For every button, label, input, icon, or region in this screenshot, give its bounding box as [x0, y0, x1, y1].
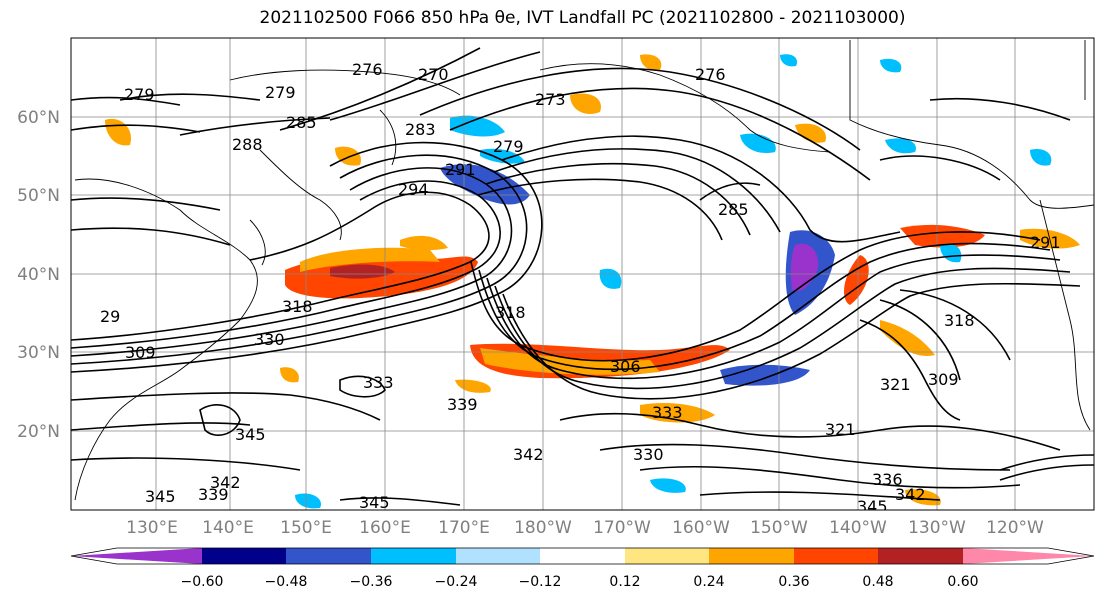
lon-label: 150°W — [750, 518, 808, 538]
colorbar-tick-labels: −0.60 −0.48 −0.36 −0.24 −0.12 0.12 0.24 … — [181, 574, 979, 590]
contour-label: 318 — [495, 303, 526, 322]
contour-label: 330 — [254, 330, 285, 349]
contour-label: 270 — [418, 65, 449, 84]
map-title: 2021102500 F066 850 hPa θe, IVT Landfall… — [259, 8, 906, 28]
contour-label: 273 — [535, 90, 566, 109]
contour-label: 276 — [695, 65, 726, 84]
lon-label: 140°W — [829, 518, 887, 538]
lon-label: 170°W — [593, 518, 651, 538]
contour-label: 318 — [944, 311, 975, 330]
colorbar-segment — [625, 548, 709, 564]
lat-label: 50°N — [17, 186, 60, 206]
colorbar-segment — [202, 548, 286, 564]
contour-label: 333 — [652, 403, 683, 422]
contour-label: 321 — [880, 375, 911, 394]
contour-label: 279 — [124, 85, 155, 104]
colorbar-tick-label: −0.12 — [519, 574, 562, 590]
contour-label: 288 — [232, 135, 263, 154]
map-panel: 279 279 276 270 276 273 288 285 283 279 … — [71, 38, 1094, 516]
contour-label: 285 — [286, 113, 317, 132]
contour-label: 309 — [928, 370, 959, 389]
contour-label: 345 — [235, 425, 266, 444]
contour-label: 306 — [610, 357, 641, 376]
colorbar-tick-label: 0.24 — [693, 574, 724, 590]
colorbar-segment — [456, 548, 540, 564]
contour-label: 321 — [825, 420, 856, 439]
lat-label: 20°N — [17, 422, 60, 442]
colorbar-segment — [540, 548, 625, 564]
lon-label: 130°E — [126, 518, 178, 538]
colorbar-tick-label: 0.36 — [778, 574, 809, 590]
contour-label: 285 — [718, 200, 749, 219]
colorbar-segment — [794, 548, 878, 564]
colorbar-tick-label: −0.48 — [265, 574, 308, 590]
lat-label: 30°N — [17, 343, 60, 363]
contour-label: 291 — [1030, 233, 1061, 252]
contour-label: 336 — [872, 470, 903, 489]
contour-label: 345 — [857, 497, 888, 516]
lon-label: 140°E — [202, 518, 254, 538]
colorbar: −0.60 −0.48 −0.36 −0.24 −0.12 0.12 0.24 … — [70, 547, 1095, 590]
colorbar-outline — [70, 547, 1095, 565]
contour-label: 29 — [100, 307, 120, 326]
colorbar-segment — [878, 548, 963, 564]
contour-label: 339 — [198, 485, 229, 504]
lat-label: 40°N — [17, 265, 60, 285]
colorbar-tick-label: 0.48 — [862, 574, 893, 590]
lon-label: 160°W — [672, 518, 730, 538]
colorbar-tick-label: −0.24 — [435, 574, 478, 590]
contour-label: 342 — [513, 445, 544, 464]
colorbar-segment — [71, 548, 202, 564]
lon-label: 150°E — [280, 518, 332, 538]
colorbar-tick-label: 0.60 — [947, 574, 978, 590]
contour-label: 342 — [210, 473, 241, 492]
colorbar-tick-label: −0.36 — [350, 574, 393, 590]
colorbar-segment — [371, 548, 456, 564]
lon-label: 160°E — [359, 518, 411, 538]
contour-labels: 279 279 276 270 276 273 288 285 283 279 … — [100, 60, 1061, 516]
contour-label: 318 — [282, 297, 313, 316]
lon-label: 170°E — [438, 518, 490, 538]
contour-label: 276 — [352, 60, 383, 79]
contour-label: 279 — [493, 137, 524, 156]
contour-label: 342 — [895, 485, 926, 504]
contour-label: 333 — [363, 373, 394, 392]
map-frame — [70, 37, 1095, 511]
lon-label: 130°W — [908, 518, 966, 538]
colorbar-segment — [963, 548, 1094, 564]
colorbar-segments — [71, 548, 1094, 564]
latitude-labels: 60°N 50°N 40°N 30°N 20°N — [17, 108, 60, 442]
contour-label: 309 — [125, 343, 156, 362]
contour-label: 291 — [445, 160, 476, 179]
coastlines — [74, 40, 1094, 501]
colorbar-tick-label: 0.12 — [609, 574, 640, 590]
colorbar-segment — [286, 548, 371, 564]
contour-label: 330 — [633, 445, 664, 464]
lat-label: 60°N — [17, 108, 60, 128]
contour-label: 283 — [405, 120, 436, 139]
contour-label: 294 — [398, 180, 429, 199]
theta-e-contours — [71, 47, 1094, 506]
contour-label: 339 — [447, 395, 478, 414]
contour-label: 345 — [359, 493, 390, 512]
contour-label: 279 — [265, 83, 296, 102]
longitude-labels: 130°E 140°E 150°E 160°E 170°E 180°W 170°… — [126, 518, 1044, 538]
lon-label: 180°W — [514, 518, 572, 538]
contour-label: 345 — [145, 487, 176, 506]
graticule — [71, 38, 1094, 510]
colorbar-segment — [709, 548, 794, 564]
lon-label: 120°W — [986, 518, 1044, 538]
colorbar-tick-label: −0.60 — [181, 574, 224, 590]
